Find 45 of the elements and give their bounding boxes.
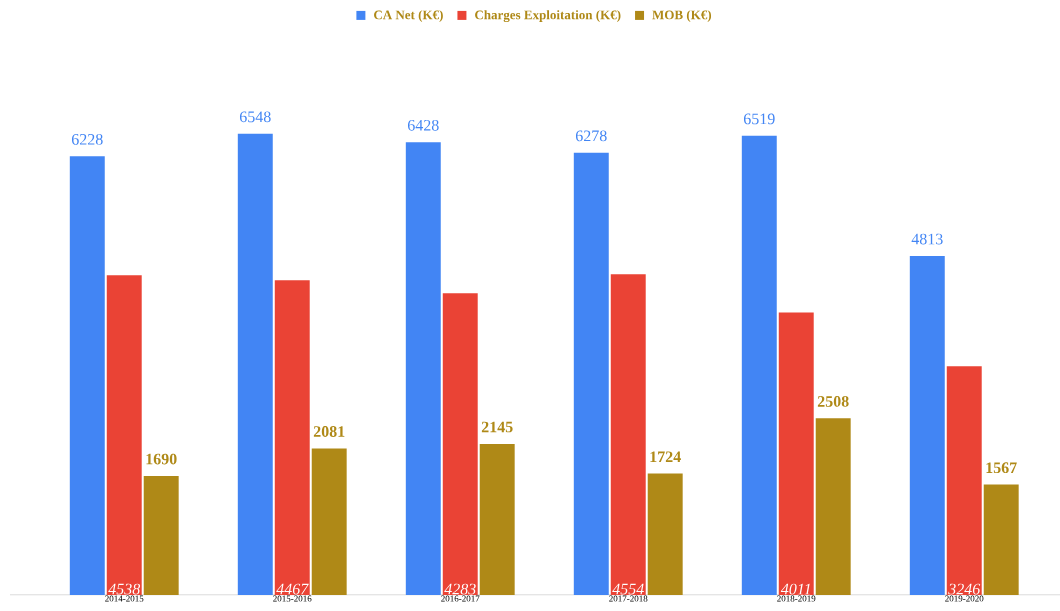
data-label: 6548 — [239, 111, 271, 123]
data-label: 3246 — [948, 583, 981, 595]
bar — [946, 366, 982, 595]
data-label: 6228 — [71, 133, 103, 145]
data-label: 4554 — [612, 583, 644, 595]
data-label: 1690 — [146, 453, 177, 465]
data-label: 4538 — [108, 583, 141, 595]
data-label: 1724 — [650, 451, 681, 463]
bar — [143, 475, 179, 595]
data-label: 2145 — [481, 421, 513, 433]
bar — [274, 280, 310, 595]
x-tick-label: 2017-2018 — [609, 595, 648, 602]
bar — [778, 312, 814, 595]
x-tick-label: 2014-2015 — [105, 595, 144, 602]
data-label: 6519 — [743, 113, 775, 125]
data-label: 6428 — [407, 119, 439, 131]
data-label: 4283 — [444, 583, 476, 595]
x-tick-label: 2016-2017 — [441, 595, 480, 602]
bar — [983, 484, 1019, 595]
bar — [815, 418, 851, 595]
bar — [479, 443, 515, 595]
x-tick-label: 2019-2020 — [945, 595, 984, 602]
bar — [311, 448, 347, 595]
bar — [647, 473, 683, 595]
bar — [442, 293, 478, 595]
x-tick-label: 2018-2019 — [777, 595, 816, 602]
bar — [573, 152, 609, 595]
bar — [69, 156, 105, 595]
x-tick-label: 2015-2016 — [273, 595, 312, 602]
bar — [610, 274, 646, 595]
data-label: 4813 — [911, 233, 943, 245]
bar — [106, 275, 142, 595]
bar — [237, 133, 273, 595]
legend-label: CA Net (K€) — [374, 10, 443, 22]
data-label: 4467 — [276, 583, 309, 595]
data-label: 6278 — [575, 130, 607, 142]
legend-label: Charges Exploitation (K€) — [475, 10, 621, 23]
bar — [405, 142, 441, 595]
data-label: 1567 — [986, 462, 1017, 474]
data-label: 2081 — [313, 426, 345, 437]
bar — [741, 135, 777, 595]
data-label: 2508 — [817, 396, 849, 407]
legend-label: MOB (K€) — [652, 10, 712, 22]
bar — [909, 255, 945, 595]
data-label: 4011 — [780, 583, 810, 595]
